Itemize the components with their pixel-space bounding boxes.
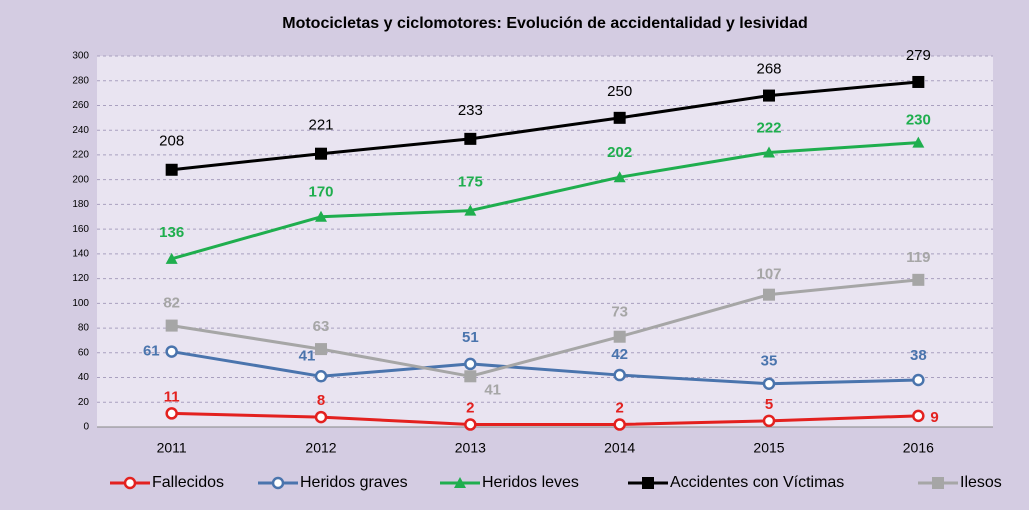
chart-title: Motocicletas y ciclomotores: Evolución d… [282,15,808,32]
series-marker [763,89,775,102]
series-marker [912,409,925,423]
legend-label: Heridos leves [482,474,579,491]
series-marker [763,288,775,301]
series-marker [912,373,925,387]
series-marker [912,273,925,286]
series-marker [613,330,626,343]
data-label: 2 [466,399,474,416]
series-marker [762,377,776,390]
data-label: 61 [143,343,160,360]
series-marker [912,136,925,148]
series-marker [315,147,327,160]
y-tick-label: 80 [78,323,90,334]
data-label: 250 [607,83,632,100]
series-marker [314,410,328,424]
y-tick-label: 260 [72,100,89,111]
data-label: 82 [163,295,180,312]
data-label: 51 [462,329,479,346]
data-label: 202 [607,144,632,161]
legend-marker [271,476,285,490]
data-label: 107 [756,266,781,283]
y-tick-label: 40 [78,372,90,383]
data-label: 268 [756,61,781,78]
series-marker [763,146,775,158]
data-label: 41 [484,381,501,398]
legend-label: Accidentes con Víctimas [670,474,844,491]
series-line [171,141,919,261]
data-label: 230 [906,112,931,129]
legend-marker [642,477,654,489]
x-tick-label: 2012 [305,440,336,456]
legend-label: Fallecidos [152,474,224,491]
data-label: 175 [458,174,483,191]
data-label: 222 [756,119,781,136]
data-label: 5 [765,396,773,413]
data-label: 233 [458,102,483,119]
y-tick-label: 280 [72,75,89,86]
series-line [171,80,919,172]
y-tick-label: 100 [72,298,89,309]
data-label: 208 [159,133,184,150]
series-marker [314,370,328,383]
x-tick-label: 2014 [604,440,635,456]
series-marker [762,414,776,428]
legend-marker [932,477,944,489]
series-line [171,350,919,386]
series-marker [613,418,626,431]
data-label: 73 [611,304,628,321]
series-marker [315,343,327,356]
legend-label: Ilesos [960,474,1002,491]
series-marker [464,357,477,371]
data-label: 63 [313,318,330,335]
series-marker [464,418,477,431]
data-label: 35 [761,353,778,370]
y-tick-label: 140 [72,249,89,260]
series-marker [165,407,178,420]
series-marker [315,210,327,222]
data-label: 2 [615,399,623,416]
x-tick-label: 2013 [455,440,486,456]
x-tick-label: 2016 [903,440,934,456]
x-tick-label: 2015 [753,440,784,456]
data-label: 42 [611,346,628,363]
data-label: 38 [910,347,927,364]
series-marker [165,163,178,176]
data-label: 136 [159,224,184,241]
data-label: 119 [906,249,930,266]
y-tick-label: 160 [72,224,89,235]
data-label: 41 [299,347,316,364]
series-marker [464,370,477,383]
series-marker [165,252,178,264]
series-marker [912,75,925,88]
legend-marker [123,476,137,490]
series-marker [613,171,626,183]
y-tick-label: 200 [72,174,89,185]
data-label: 8 [317,392,325,409]
y-tick-label: 60 [78,347,90,358]
x-tick-label: 2011 [157,440,187,456]
series-marker [464,132,477,145]
series-line [171,278,919,378]
series-marker [165,319,178,332]
data-label: 279 [906,47,931,64]
y-tick-label: 20 [78,397,90,408]
series-marker [613,111,626,124]
series-line [171,411,919,427]
legend-label: Heridos graves [300,474,408,491]
series-marker [165,345,178,358]
y-tick-label: 300 [72,51,89,62]
data-label: 11 [164,388,180,405]
data-label: 9 [930,409,938,426]
data-label: 221 [308,117,333,134]
y-tick-label: 240 [72,125,89,136]
series-marker [464,204,477,216]
data-label: 170 [308,184,333,201]
legend-marker [454,477,466,488]
y-tick-label: 220 [72,150,89,161]
y-tick-label: 120 [72,273,89,284]
series-marker [613,368,626,382]
y-tick-label: 0 [83,422,89,433]
y-tick-label: 180 [72,199,89,210]
